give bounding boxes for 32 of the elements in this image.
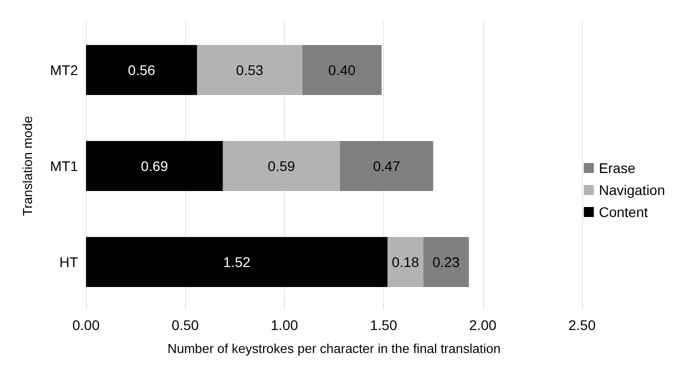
data-label: 1.52 bbox=[223, 254, 251, 270]
bar bbox=[197, 45, 302, 95]
x-tick-label: 0.50 bbox=[172, 317, 200, 333]
bar bbox=[302, 45, 382, 95]
data-label: 0.53 bbox=[236, 62, 264, 78]
bar bbox=[423, 237, 469, 287]
data-label: 0.47 bbox=[372, 158, 400, 174]
x-axis-title: Number of keystrokes per character in the final translation bbox=[167, 341, 501, 356]
bar bbox=[86, 141, 223, 191]
x-tick-label: 2.00 bbox=[469, 317, 497, 333]
bar bbox=[222, 141, 340, 191]
legend-label: Content bbox=[598, 204, 648, 220]
bar bbox=[86, 237, 388, 287]
legend-label: Navigation bbox=[598, 182, 666, 198]
bar bbox=[388, 237, 424, 287]
x-tick-label: 0.00 bbox=[72, 317, 100, 333]
data-label: 0.18 bbox=[392, 254, 420, 270]
data-label: 0.56 bbox=[128, 62, 156, 78]
legend-label: Erase bbox=[598, 160, 636, 176]
y-tick-label: MT1 bbox=[50, 158, 78, 174]
data-label: 0.69 bbox=[140, 158, 168, 174]
bar bbox=[86, 45, 198, 95]
y-tick-label: MT2 bbox=[50, 62, 78, 78]
y-tick-label: HT bbox=[59, 254, 78, 270]
bar bbox=[340, 141, 434, 191]
y-axis-title: Translation mode bbox=[20, 116, 35, 216]
data-label: 0.40 bbox=[328, 62, 356, 78]
data-label: 0.23 bbox=[432, 254, 460, 270]
x-tick-label: 1.00 bbox=[270, 317, 298, 333]
x-tick-label: 2.50 bbox=[568, 317, 596, 333]
x-tick-label: 1.50 bbox=[370, 317, 398, 333]
data-label: 0.59 bbox=[268, 158, 296, 174]
